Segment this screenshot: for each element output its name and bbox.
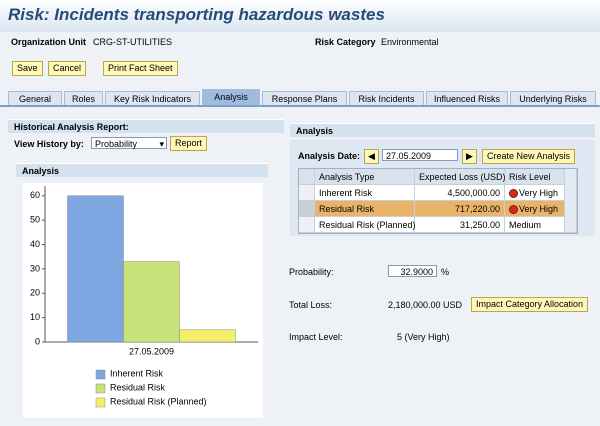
- prev-button[interactable]: ◀: [364, 149, 379, 164]
- chart-header: Analysis: [16, 163, 268, 177]
- table-cell: Residual Risk (Planned): [315, 217, 416, 233]
- analysis-table: Analysis Type Expected Loss (USD) Risk Lev…: [298, 168, 578, 234]
- field-label: Risk Category: [315, 37, 376, 47]
- tab[interactable]: Underlying Risks: [510, 91, 596, 105]
- view-select[interactable]: Probability ▾: [91, 137, 167, 149]
- field-value: 5 (Very High): [397, 332, 450, 342]
- y-tick-label: 40: [30, 239, 40, 249]
- y-tick-label: 50: [30, 215, 40, 225]
- table-cell: Very High: [505, 201, 565, 217]
- unit: %: [441, 267, 450, 277]
- y-tick-label: 0: [35, 336, 40, 346]
- print-button[interactable]: Print Fact Sheet: [103, 61, 178, 76]
- panel-header: Analysis: [290, 123, 595, 137]
- probability-input[interactable]: 32.9000: [388, 265, 437, 277]
- legend-swatch: [95, 369, 106, 380]
- field-value: CRG-ST-UTILITIES: [93, 37, 173, 47]
- next-button[interactable]: ▶: [462, 149, 477, 164]
- risk-icon: [509, 189, 518, 198]
- chart: 0 10 20 30 40 50 60 27.05.2009 Inherent Risk Resi…: [23, 183, 263, 418]
- y-tick-label: 60: [30, 190, 40, 200]
- bar: [67, 195, 124, 343]
- tab-divider: [0, 105, 600, 107]
- scrollbar: [565, 169, 577, 233]
- field-label: Analysis Date:: [298, 151, 361, 161]
- bar: [123, 261, 180, 343]
- page-title: Risk: Incidents transporting hazardous w…: [8, 5, 385, 24]
- report-button[interactable]: Report: [170, 136, 208, 151]
- tab[interactable]: Risk Incidents: [349, 91, 424, 105]
- risk-icon: [509, 205, 518, 214]
- column-header: Risk Level: [505, 169, 565, 185]
- field-label: Impact Level:: [289, 332, 343, 342]
- tab[interactable]: General: [8, 91, 62, 105]
- legend-label: Inherent Risk: [110, 368, 164, 378]
- legend-swatch: [95, 397, 106, 408]
- row-selector[interactable]: [299, 185, 315, 201]
- table-cell: Very High: [505, 185, 565, 201]
- tab[interactable]: Roles: [64, 91, 103, 105]
- create-button[interactable]: Create New Analysis: [482, 149, 576, 164]
- panel-header: Historical Analysis Report:: [8, 119, 284, 133]
- row-selector[interactable]: [299, 201, 315, 217]
- field-value: Environmental: [381, 37, 439, 47]
- save-button[interactable]: Save: [12, 61, 43, 76]
- field-label: View History by:: [14, 139, 84, 149]
- y-tick-label: 20: [30, 288, 40, 298]
- x-tick-label: 27.05.2009: [129, 346, 174, 356]
- field-value: 2,180,000.00 USD: [388, 300, 463, 310]
- field-label: Total Loss:: [289, 300, 333, 310]
- table-cell: 717,220.00: [415, 201, 505, 217]
- tab[interactable]: Analysis: [202, 89, 260, 105]
- y-tick-label: 30: [30, 263, 40, 273]
- row-selector[interactable]: [299, 217, 315, 233]
- legend-label: Residual Risk: [110, 382, 166, 392]
- title-bar: [0, 0, 600, 32]
- column-header: Analysis Type: [315, 169, 415, 185]
- date-input[interactable]: 27.05.2009: [382, 149, 458, 161]
- tab[interactable]: Key Risk Indicators: [105, 91, 200, 105]
- row-selector-header: [299, 169, 315, 185]
- field-label: Organization Unit: [11, 37, 86, 47]
- bar: [179, 329, 236, 343]
- table-cell: 4,500,000.00: [415, 185, 505, 201]
- table-cell: Inherent Risk: [315, 185, 415, 201]
- tab[interactable]: Response Plans: [262, 91, 347, 105]
- table-cell: Medium: [505, 217, 565, 233]
- column-header: Expected Loss (USD): [415, 169, 506, 185]
- allocation-button[interactable]: Impact Category Allocation: [471, 297, 589, 312]
- cancel-button[interactable]: Cancel: [48, 61, 87, 76]
- tab[interactable]: Influenced Risks: [426, 91, 508, 105]
- dropdown-arrow: ▾: [159, 139, 164, 149]
- table-cell: Residual Risk: [315, 201, 415, 217]
- y-tick-label: 10: [30, 312, 40, 322]
- field-label: Probability:: [289, 267, 334, 277]
- legend-swatch: [95, 383, 106, 394]
- table-cell: 31,250.00: [415, 217, 505, 233]
- legend-label: Residual Risk (Planned): [110, 396, 207, 406]
- select-value: Probability: [95, 139, 138, 149]
